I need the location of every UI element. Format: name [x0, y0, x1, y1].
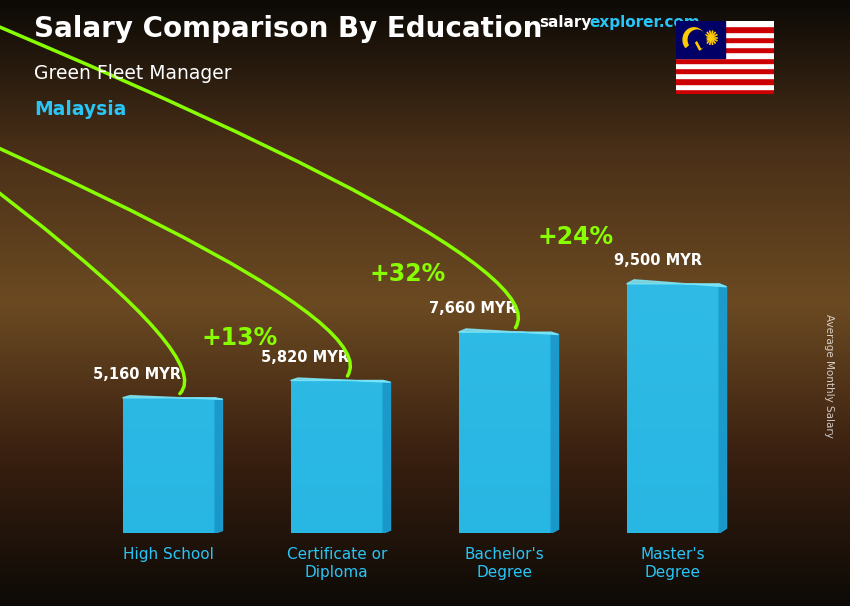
Polygon shape [458, 329, 558, 335]
Bar [626, 284, 719, 533]
Bar [676, 52, 774, 58]
Text: 5,820 MYR: 5,820 MYR [261, 350, 349, 365]
Bar [676, 47, 774, 52]
Bar [676, 42, 774, 47]
Wedge shape [683, 28, 705, 50]
Text: explorer.com: explorer.com [589, 15, 700, 30]
Text: +24%: +24% [537, 225, 614, 248]
Bar [676, 58, 774, 63]
Bar [676, 63, 774, 68]
Wedge shape [688, 30, 706, 48]
Text: 5,160 MYR: 5,160 MYR [94, 367, 181, 382]
Bar [458, 332, 551, 533]
Text: Average Monthly Salary: Average Monthly Salary [824, 314, 834, 438]
Polygon shape [122, 396, 223, 399]
Bar [676, 27, 774, 32]
Polygon shape [215, 398, 223, 533]
Bar [676, 32, 774, 37]
Bar [291, 381, 383, 533]
Bar [676, 68, 774, 73]
Polygon shape [383, 381, 390, 533]
Bar [676, 78, 774, 84]
Polygon shape [551, 332, 558, 533]
Text: salary: salary [540, 15, 592, 30]
Text: 7,660 MYR: 7,660 MYR [429, 301, 517, 316]
Bar [676, 84, 774, 88]
Bar [676, 73, 774, 78]
Polygon shape [626, 280, 727, 287]
Bar [676, 88, 774, 94]
Text: +13%: +13% [201, 327, 277, 350]
Text: 9,500 MYR: 9,500 MYR [614, 253, 702, 268]
Bar [676, 37, 774, 42]
Polygon shape [291, 378, 390, 382]
Bar [676, 21, 774, 27]
Text: Salary Comparison By Education: Salary Comparison By Education [34, 15, 542, 43]
Text: Green Fleet Manager: Green Fleet Manager [34, 64, 231, 82]
Bar [676, 21, 724, 58]
Bar [122, 398, 215, 533]
Text: Malaysia: Malaysia [34, 100, 127, 119]
Text: +32%: +32% [369, 262, 445, 287]
Polygon shape [719, 284, 727, 533]
